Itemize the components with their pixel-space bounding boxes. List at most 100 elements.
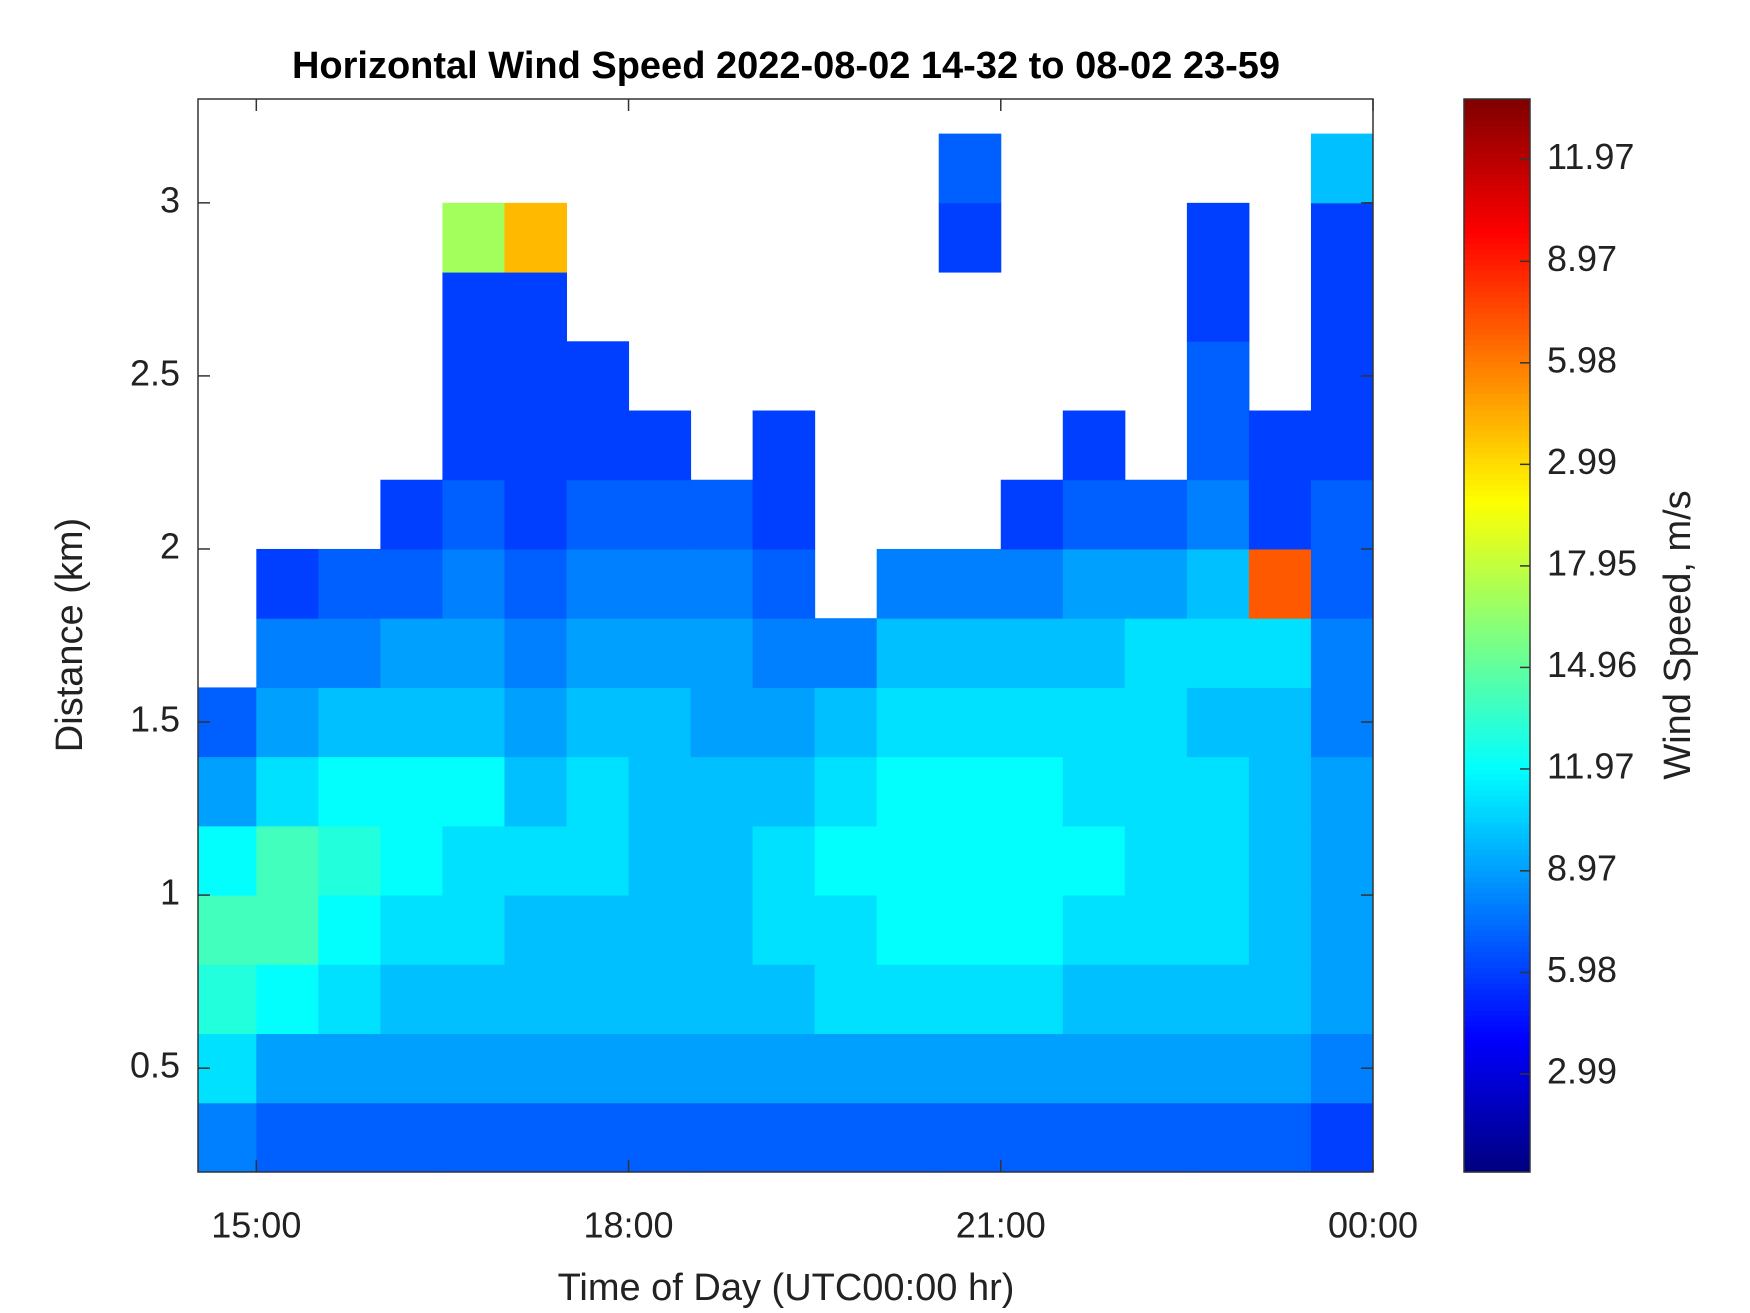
colorbar-step xyxy=(1464,592,1530,599)
colorbar-step xyxy=(1464,254,1530,261)
colorbar-step xyxy=(1464,801,1530,808)
colorbar-step xyxy=(1464,941,1530,948)
heatmap-cell xyxy=(256,825,319,896)
colorbar-step xyxy=(1464,1134,1530,1141)
colorbar-step xyxy=(1464,978,1530,985)
heatmap-cell xyxy=(566,687,630,758)
heatmap-cell xyxy=(442,202,505,273)
heatmap-cell xyxy=(690,1102,754,1172)
heatmap-cell xyxy=(876,687,940,758)
heatmap-cell xyxy=(1310,133,1373,204)
heatmap-cell xyxy=(690,756,754,827)
colorbar-tick-label: 17.95 xyxy=(1547,542,1637,583)
heatmap-cell xyxy=(1186,341,1250,412)
colorbar-step xyxy=(1464,630,1530,637)
colorbar-step xyxy=(1464,1016,1530,1023)
heatmap-cell xyxy=(628,825,692,896)
colorbar-step xyxy=(1464,812,1530,819)
heatmap-cell xyxy=(814,964,878,1035)
colorbar-step xyxy=(1464,1000,1530,1007)
heatmap-cell xyxy=(1186,964,1250,1035)
heatmap-cell xyxy=(938,618,1002,688)
heatmap-cell xyxy=(1310,825,1373,896)
colorbar-step xyxy=(1464,1075,1530,1082)
heatmap-cell xyxy=(1310,410,1373,481)
colorbar-step xyxy=(1464,791,1530,798)
x-tick-label: 15:00 xyxy=(211,1205,301,1246)
heatmap-cell xyxy=(1124,479,1188,550)
heatmap-cell xyxy=(198,895,257,965)
colorbar-step xyxy=(1464,555,1530,561)
colorbar-step xyxy=(1464,710,1530,717)
colorbar-step xyxy=(1464,302,1530,309)
heatmap-cell xyxy=(1062,479,1126,550)
heatmap-cell xyxy=(1248,479,1312,550)
y-tick-label: 0.5 xyxy=(130,1045,180,1086)
heatmap-cell xyxy=(938,756,1002,827)
heatmap-cell xyxy=(318,548,381,619)
heatmap-cell xyxy=(938,1102,1002,1172)
colorbar-step xyxy=(1464,200,1530,207)
heatmap-cell xyxy=(1310,272,1373,342)
heatmap-cell xyxy=(1310,1102,1373,1172)
colorbar-step xyxy=(1464,249,1530,256)
heatmap-cell xyxy=(938,687,1002,758)
colorbar-step xyxy=(1464,517,1530,524)
colorbar-step xyxy=(1464,1032,1530,1039)
heatmap-cell xyxy=(1000,1102,1064,1172)
colorbar-step xyxy=(1464,410,1530,417)
heatmap-cell xyxy=(1062,410,1126,481)
colorbar-step xyxy=(1464,1027,1530,1034)
colorbar-step xyxy=(1464,560,1530,567)
colorbar-step xyxy=(1464,549,1530,556)
heatmap-cell xyxy=(442,825,505,896)
colorbar-step xyxy=(1464,469,1530,476)
colorbar-step xyxy=(1464,190,1530,197)
colorbar-step xyxy=(1464,1080,1530,1087)
colorbar-step xyxy=(1464,748,1530,755)
colorbar-step xyxy=(1464,490,1530,497)
heatmap-cell xyxy=(1186,272,1250,342)
heatmap-cell xyxy=(938,895,1002,965)
y-tick-label: 3 xyxy=(160,179,180,220)
heatmap-cell xyxy=(876,825,940,896)
colorbar-step xyxy=(1464,544,1530,551)
heatmap-cell xyxy=(628,618,692,688)
heatmap-cell xyxy=(1186,687,1250,758)
colorbar-step xyxy=(1464,115,1530,122)
heatmap-cell xyxy=(690,548,754,619)
heatmap-cell xyxy=(1062,548,1126,619)
heatmap-cell xyxy=(1124,756,1188,827)
colorbar-step xyxy=(1464,474,1530,481)
colorbar-step xyxy=(1464,388,1530,395)
heatmap-cell xyxy=(1186,410,1250,481)
y-axis-label: Distance (km) xyxy=(49,518,91,752)
colorbar-step xyxy=(1464,1059,1530,1066)
colorbar-step xyxy=(1464,1102,1530,1109)
heatmap-cell xyxy=(628,548,692,619)
heatmap-cell xyxy=(690,618,754,688)
colorbar-step xyxy=(1464,1070,1530,1077)
colorbar-step xyxy=(1464,571,1530,578)
heatmap-cell xyxy=(876,618,940,688)
colorbar-step xyxy=(1464,377,1530,384)
colorbar-step xyxy=(1464,930,1530,937)
colorbar-step xyxy=(1464,774,1530,781)
colorbar-step xyxy=(1464,871,1530,878)
heatmap-cell xyxy=(380,756,443,827)
colorbar-step xyxy=(1464,136,1530,143)
colorbar-step xyxy=(1464,673,1530,680)
colorbar-step xyxy=(1464,780,1530,787)
colorbar-step xyxy=(1464,914,1530,921)
colorbar-step xyxy=(1464,152,1530,159)
heatmap-cell xyxy=(318,964,381,1035)
heatmap-cell xyxy=(1124,548,1188,619)
colorbar-step xyxy=(1464,785,1530,792)
y-tick-label: 2.5 xyxy=(130,352,180,393)
colorbar-step xyxy=(1464,678,1530,685)
colorbar-step xyxy=(1464,882,1530,889)
colorbar-step xyxy=(1464,699,1530,706)
heatmap-cell xyxy=(690,1033,754,1104)
colorbar-step xyxy=(1464,324,1530,331)
colorbar-step xyxy=(1464,898,1530,905)
